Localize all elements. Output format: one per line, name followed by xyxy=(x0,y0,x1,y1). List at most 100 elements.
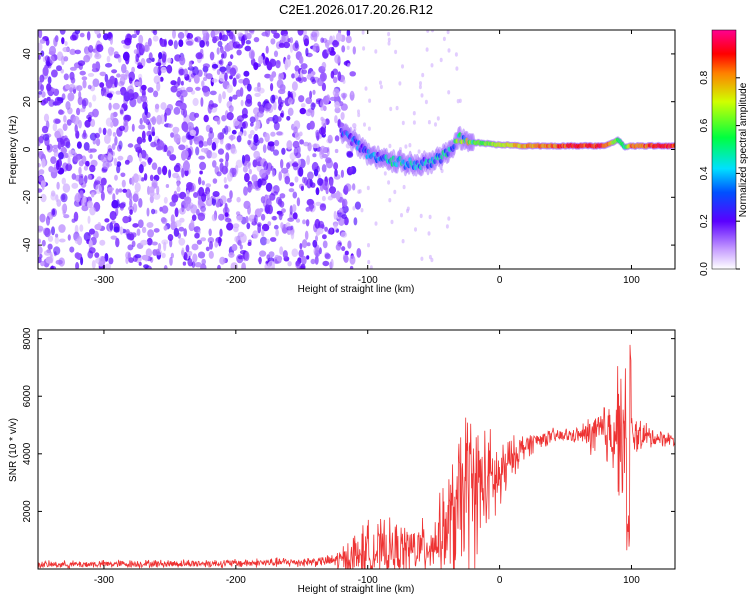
spectrogram-noise-cell xyxy=(166,64,173,74)
spectrogram-noise-cell xyxy=(271,169,276,177)
spectrogram-noise-cell xyxy=(274,139,280,147)
spectrogram-noise-cell xyxy=(194,262,202,268)
spectrogram-noise-cell xyxy=(127,143,134,148)
spectrogram-noise-cell xyxy=(286,162,291,170)
spectrogram-noise-cell xyxy=(140,84,147,91)
spectrogram-noise-cell xyxy=(234,236,239,243)
spectrogram-noise-cell xyxy=(420,93,424,98)
spectrogram-noise-cell xyxy=(76,107,81,116)
spectrogram-noise-cell xyxy=(113,157,118,166)
spectrogram-noise-cell xyxy=(306,255,310,260)
spectrogram-noise-cell xyxy=(38,30,43,39)
spectrogram-noise-cell xyxy=(340,169,344,178)
spectrogram-noise-cell xyxy=(261,31,269,37)
spectrogram-noise-cell xyxy=(340,92,348,99)
spectrogram-noise-cell xyxy=(39,213,46,223)
spectrogram-noise-cell xyxy=(73,211,79,222)
spectrogram-noise-cell xyxy=(200,148,207,153)
spectrogram-noise-cell xyxy=(212,178,218,184)
spectrogram-noise-cell xyxy=(92,94,97,102)
spectrogram-noise-cell xyxy=(229,67,237,77)
spectrogram-noise-cell xyxy=(141,130,146,141)
spectrogram-noise-cell xyxy=(149,186,155,194)
spectrogram-noise-cell xyxy=(60,146,67,155)
spectrogram-noise-cell xyxy=(153,66,159,75)
spectrogram-noise-cell xyxy=(306,242,311,247)
spectrogram-noise-cell xyxy=(205,183,212,188)
spectrogram-noise-cell xyxy=(287,54,291,60)
spectrogram-noise-cell xyxy=(88,102,92,108)
spectrogram-noise-cell xyxy=(173,227,180,237)
spectrogram-noise-cell xyxy=(161,252,166,259)
spectrogram-noise-cell xyxy=(209,240,213,250)
spectrogram-noise-cell xyxy=(146,57,153,64)
spectrogram-noise-cell xyxy=(252,159,258,168)
spectrogram-noise-cell xyxy=(205,246,210,252)
spectrogram-noise-cell xyxy=(270,38,276,45)
spectrogram-noise-cell xyxy=(348,184,352,190)
spectrogram-noise-cell xyxy=(401,120,405,126)
spectrogram-noise-cell xyxy=(258,256,262,265)
spectrogram-noise-cell xyxy=(69,48,76,56)
snr-x-label: Height of straight line (km) xyxy=(298,584,415,595)
spectrogram-noise-cell xyxy=(428,214,432,220)
spectrogram-noise-cell xyxy=(188,78,192,83)
spectrogram-noise-cell xyxy=(191,243,199,251)
spectrogram-noise-cell xyxy=(87,250,94,259)
spectrogram-noise-cell xyxy=(195,86,201,91)
spectrogram-noise-cell xyxy=(418,84,422,90)
spectrogram-noise-cell xyxy=(402,184,406,190)
colorbar xyxy=(712,30,736,269)
spectrogram-noise-cell xyxy=(273,224,279,230)
spectrogram-noise-cell xyxy=(419,81,422,86)
spectrogram-noise-cell xyxy=(203,114,209,123)
spectrogram-noise-cell xyxy=(310,258,316,265)
spectrogram-noise-cell xyxy=(211,78,218,83)
spectrogram-noise-cell xyxy=(177,32,185,39)
spectrogram-noise-cell xyxy=(227,172,233,182)
spectrogram-noise-cell xyxy=(305,97,313,105)
colorbar-frame xyxy=(711,29,737,270)
spectrogram-noise-cell xyxy=(184,30,188,37)
spectrogram-noise-cell xyxy=(262,144,267,154)
spectrogram-noise-cell xyxy=(176,186,181,193)
spectrogram-noise-cell xyxy=(104,218,110,223)
spectrogram-noise-cell xyxy=(267,141,275,147)
spectrogram-noise-cell xyxy=(110,121,114,128)
spectrogram-noise-cell xyxy=(62,183,71,193)
spectrogram-noise-cell xyxy=(330,258,334,269)
y-tick-label: 20 xyxy=(22,96,33,108)
spectrogram-noise-cell xyxy=(45,216,51,226)
spectrogram-noise-cell xyxy=(191,214,197,221)
spectrogram-noise-cell xyxy=(287,107,294,117)
spectrogram-noise-cell xyxy=(320,37,325,43)
spectrogram-noise-cell xyxy=(273,50,279,58)
spectrogram-noise-cell xyxy=(270,131,276,137)
spectrogram-noise-cell xyxy=(352,183,356,191)
spectrogram-noise-cell xyxy=(182,261,187,266)
spectrogram-noise-cell xyxy=(100,191,105,201)
spectrogram-noise-cell xyxy=(209,127,213,134)
spectrogram-noise-cell xyxy=(223,176,227,184)
y-tick-label: 40 xyxy=(22,48,33,60)
spectrogram-noise-cell xyxy=(91,192,95,198)
spectrogram-noise-cell xyxy=(168,39,174,46)
spectrogram-noise-cell xyxy=(199,161,207,171)
spectrogram-noise-cell xyxy=(347,240,352,249)
spectrogram-noise-cell xyxy=(263,161,269,171)
spectrogram-noise-cell xyxy=(195,52,203,60)
spectrogram-noise-cell xyxy=(198,140,204,148)
spectrogram-noise-cell xyxy=(181,135,187,143)
x-tick-label: 100 xyxy=(623,275,640,286)
spectrogram-noise-cell xyxy=(192,66,199,77)
spectrogram-noise-cell xyxy=(239,87,244,97)
spectrogram-noise-cell xyxy=(273,121,280,131)
spectrogram-noise-cell xyxy=(165,184,170,188)
spectrogram-noise-cell xyxy=(190,218,195,229)
spectrogram-noise-cell xyxy=(301,69,308,75)
spectrogram-noise-cell xyxy=(68,149,76,155)
spectrogram-noise-cell xyxy=(116,161,122,168)
spectrogram-noise-cell xyxy=(228,252,235,258)
spectrogram-noise-cell xyxy=(379,80,382,85)
